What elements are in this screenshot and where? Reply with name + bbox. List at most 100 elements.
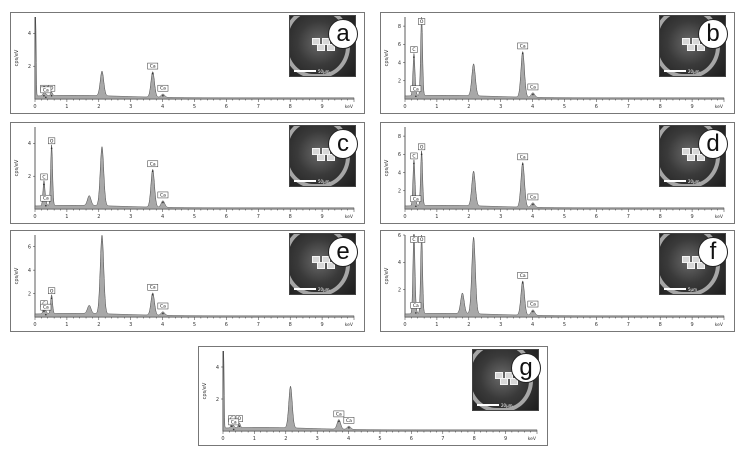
- crystal: [495, 372, 503, 379]
- y-tick-label: 4: [216, 365, 219, 371]
- peak-label: O: [420, 19, 424, 25]
- peak-point: [50, 297, 53, 300]
- spectrum-series: [34, 235, 355, 318]
- spectrum-series: [34, 144, 355, 210]
- peak-point: [415, 95, 417, 98]
- x-tick-label: 6: [595, 322, 598, 328]
- peak-label-box: [418, 143, 426, 151]
- x-tick-label: 4: [161, 214, 164, 220]
- peak-label-box: [147, 160, 159, 168]
- x-unit-label: keV: [528, 436, 537, 442]
- peak-label-box: [147, 283, 159, 291]
- x-tick-label: 8: [289, 104, 292, 110]
- scale-bar-label: 20µm: [501, 403, 513, 408]
- panel-letter-badge: g: [511, 353, 541, 383]
- spectrum-panel-f: cps/eV 0 1 2 3 4 5 6 7 8 9 keV 2 4 6 C O Ca Ca Ca 5µm f: [380, 230, 735, 332]
- peak-point: [415, 312, 417, 314]
- x-tick-label: 1: [65, 214, 68, 220]
- crystal: [697, 44, 705, 51]
- y-tick-label: 2: [28, 64, 31, 70]
- peak-point: [420, 153, 423, 156]
- panel-letter-badge: a: [328, 19, 358, 49]
- peak-label: Ca: [160, 86, 166, 92]
- x-tick-label: 1: [435, 104, 438, 110]
- peak-label-box: [157, 191, 169, 199]
- crystal: [317, 262, 325, 269]
- scale-bar: [294, 180, 316, 182]
- peak-label: Ca: [520, 273, 526, 279]
- x-unit-label: keV: [345, 322, 354, 328]
- x-tick-label: 2: [467, 214, 470, 220]
- spectrum-panel-d: cps/eV 0 1 2 3 4 5 6 7 8 9 keV 2 4 6 8 C O Ca Ca Ca 20µm d: [380, 122, 735, 224]
- spectrum-panel-a: cps/eV0123456789keV24COCaCaCa50µma: [10, 12, 365, 114]
- peak-label: Ca: [413, 303, 419, 309]
- x-unit-label: keV: [345, 104, 354, 110]
- x-tick-label: 8: [659, 322, 662, 328]
- x-tick-label: 6: [595, 214, 598, 220]
- peak-point: [238, 425, 241, 427]
- panel-letter-badge: e: [328, 237, 358, 267]
- peak-label: Ca: [346, 418, 352, 424]
- peak-label: Ca: [43, 196, 49, 202]
- peak-label-box: [410, 236, 418, 243]
- y-tick-label: 6: [398, 152, 401, 158]
- x-tick-label: 3: [316, 436, 319, 442]
- spectrum-panel-g: cps/eV0123456789keV24COCaCaCa20µmg: [198, 346, 548, 446]
- peak-point: [151, 293, 154, 296]
- y-axis-label: cps/eV: [14, 49, 20, 66]
- peak-point: [151, 170, 154, 173]
- crystal: [317, 44, 325, 51]
- peak-label: Ca: [150, 285, 156, 291]
- peak-label: Ca: [530, 302, 536, 308]
- crystal: [327, 44, 335, 51]
- peak-label-box: [418, 18, 426, 25]
- x-tick-label: 3: [499, 214, 502, 220]
- peak-label: Ca: [413, 196, 419, 202]
- spectrum-chart-c: cps/eV 0 1 2 3 4 5 6 7 8 9 keV 2 4 C O Ca Ca Ca: [14, 127, 355, 220]
- x-tick-label: 1: [435, 214, 438, 220]
- peak-point: [338, 420, 340, 423]
- spectrum-panel-b: cps/eV 0 1 2 3 4 5 6 7 8 9 keV 2 4 6 8 C O Ca Ca Ca 20µm b: [380, 12, 735, 114]
- y-tick-label: 6: [398, 233, 401, 239]
- peak-label: Ca: [520, 43, 526, 49]
- x-tick-label: 2: [97, 214, 100, 220]
- peak-label: Ca: [160, 192, 166, 198]
- scale-bar: [294, 288, 316, 290]
- x-tick-label: 9: [321, 104, 324, 110]
- y-tick-label: 8: [398, 134, 401, 140]
- scale-bar-label: 20µm: [688, 69, 700, 74]
- peak-point: [348, 427, 350, 429]
- peak-label-box: [48, 137, 56, 145]
- peak-label-box: [157, 84, 169, 92]
- spectrum-series: [34, 16, 355, 100]
- x-tick-label: 6: [595, 104, 598, 110]
- peak-label-box: [48, 287, 56, 295]
- peak-point: [521, 163, 524, 166]
- scale-bar-label: 50µm: [318, 69, 330, 74]
- panel-letter-badge: d: [698, 129, 728, 159]
- y-tick-label: 4: [28, 31, 31, 37]
- y-tick-label: 2: [28, 174, 31, 180]
- x-tick-label: 8: [659, 214, 662, 220]
- x-tick-label: 9: [691, 322, 694, 328]
- spectrum-series: [222, 350, 538, 432]
- peak-label-box: [410, 85, 422, 93]
- x-tick-label: 9: [321, 322, 324, 328]
- x-tick-label: 1: [65, 104, 68, 110]
- scale-bar: [664, 288, 686, 290]
- scale-bar-label: 20µm: [318, 287, 330, 292]
- y-tick-label: 8: [398, 24, 401, 30]
- crystal: [697, 154, 705, 161]
- peak-label: Ca: [150, 161, 156, 167]
- y-tick-label: 4: [398, 170, 401, 176]
- peak-point: [230, 425, 233, 427]
- y-tick-label: 2: [216, 397, 219, 403]
- peak-label-box: [410, 152, 418, 160]
- x-tick-label: 9: [691, 104, 694, 110]
- spectrum-series: [404, 17, 725, 100]
- crystal: [682, 148, 690, 155]
- x-tick-label: 5: [563, 104, 566, 110]
- peak-label: Ca: [520, 154, 526, 160]
